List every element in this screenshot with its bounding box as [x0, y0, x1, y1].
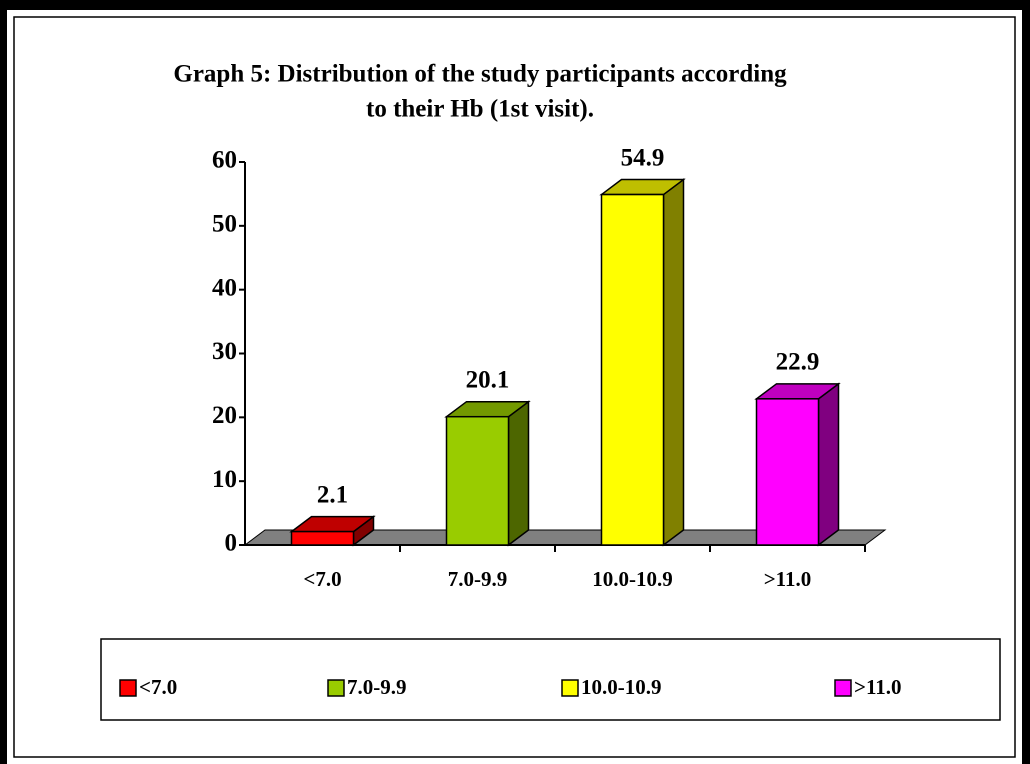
legend-label: >11.0 [854, 675, 902, 699]
legend-swatch [119, 679, 137, 697]
bar-side [662, 178, 685, 547]
x-tick-label: 7.0-9.9 [448, 567, 508, 591]
chart-title: to their Hb (1st visit). [366, 96, 594, 123]
legend-label: 7.0-9.9 [347, 675, 407, 699]
bar [600, 193, 665, 546]
x-tick-label: 10.0-10.9 [592, 567, 673, 591]
y-tick-label: 50 [212, 211, 237, 238]
y-tick-label: 30 [212, 338, 237, 365]
legend-label: 10.0-10.9 [581, 675, 662, 699]
value-label: 22.9 [776, 349, 820, 376]
legend-swatch [561, 679, 579, 697]
plot-frame [13, 16, 1016, 758]
y-tick-label: 20 [212, 402, 237, 429]
value-label: 20.1 [466, 366, 510, 393]
legend-swatch [834, 679, 852, 697]
x-tick-label: >11.0 [764, 567, 812, 591]
legend-label: <7.0 [139, 675, 177, 699]
bar-side [817, 382, 840, 547]
bar [445, 415, 510, 546]
chart-title: Graph 5: Distribution of the study parti… [173, 61, 787, 88]
y-tick-label: 60 [212, 147, 237, 174]
value-label: 54.9 [621, 144, 665, 171]
bar-side [507, 400, 530, 547]
y-tick-label: 10 [212, 466, 237, 493]
legend-swatch [327, 679, 345, 697]
value-label: 2.1 [317, 481, 348, 508]
x-tick-label: <7.0 [303, 567, 341, 591]
bar [755, 398, 820, 546]
y-tick-label: 40 [212, 274, 237, 301]
bar [290, 530, 355, 546]
y-tick-label: 0 [225, 530, 238, 557]
